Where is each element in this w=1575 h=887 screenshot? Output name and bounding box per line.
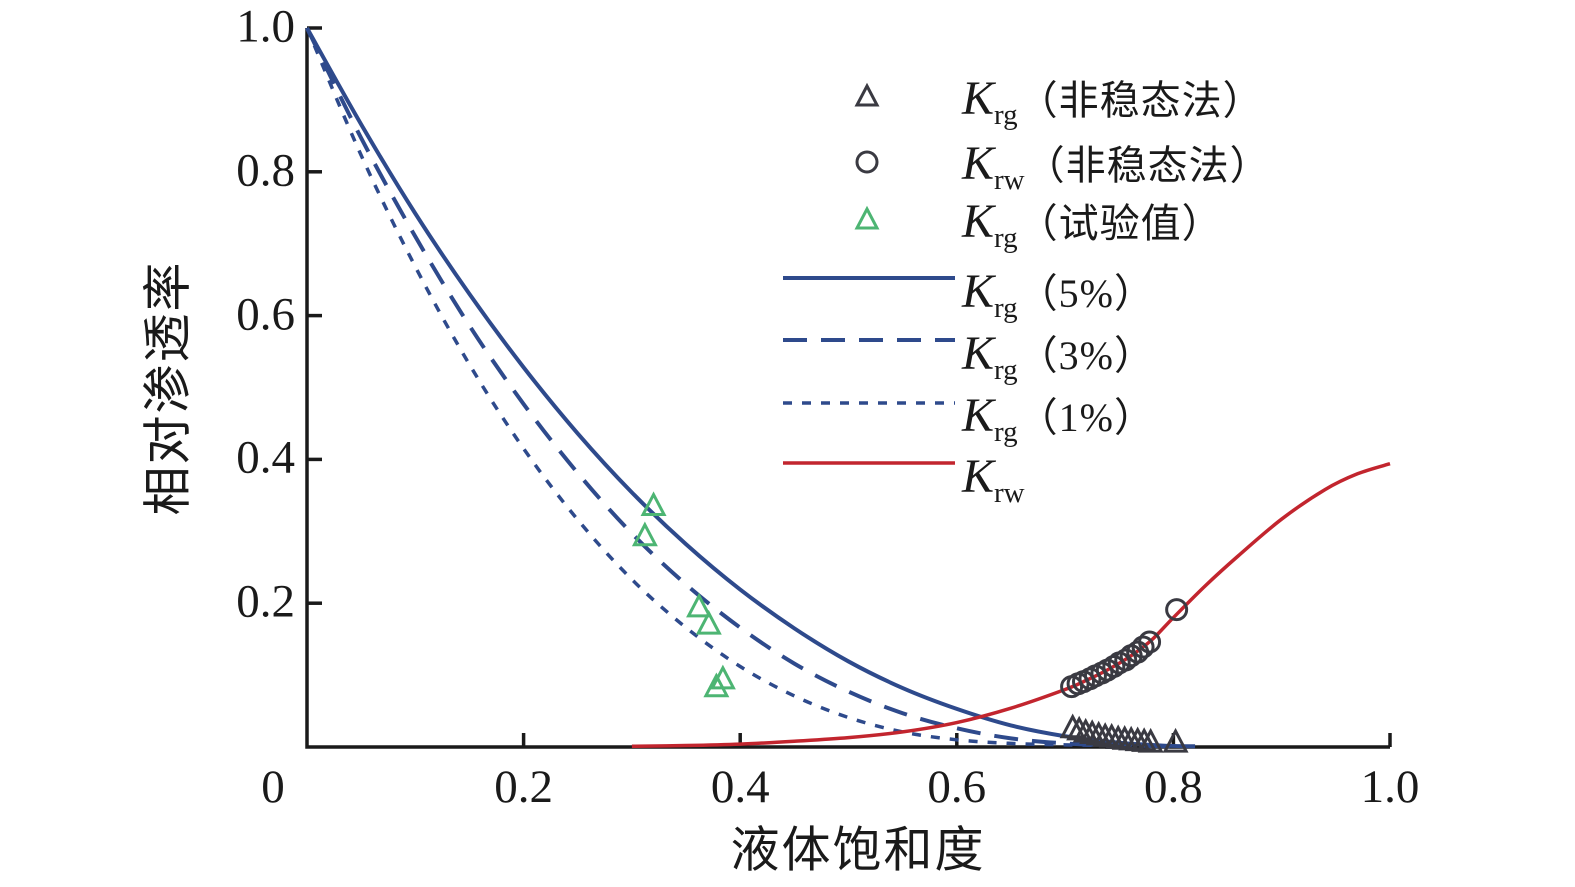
curve-krg3 — [305, 27, 1174, 749]
triangle-marker — [1137, 727, 1164, 753]
triangle-marker — [631, 521, 658, 547]
curve-krw — [631, 462, 1391, 749]
axis-frame — [305, 28, 1390, 749]
circle-marker — [1131, 635, 1155, 659]
circle-marker — [1114, 648, 1138, 672]
triangle-marker — [703, 672, 730, 698]
scatter-series-krg-test — [631, 491, 736, 698]
triangle-marker — [1066, 715, 1093, 741]
scatter-series-krw-unsteady — [1060, 598, 1189, 699]
triangle-marker — [695, 609, 722, 635]
triangle-marker — [640, 491, 667, 517]
curve-krg1 — [305, 27, 1163, 749]
legend-triangle-marker — [854, 82, 880, 107]
legend-triangle-marker — [854, 205, 880, 230]
circle-marker — [1165, 598, 1189, 622]
scatter-series-krg-unsteady — [1059, 713, 1189, 753]
triangle-marker — [1059, 713, 1086, 739]
circle-marker — [1102, 654, 1126, 678]
legend-circle-marker — [855, 150, 879, 174]
triangle-marker — [1162, 727, 1189, 753]
circle-marker — [1138, 630, 1162, 654]
curve-krg5 — [305, 27, 1196, 749]
triangle-marker — [686, 592, 713, 618]
